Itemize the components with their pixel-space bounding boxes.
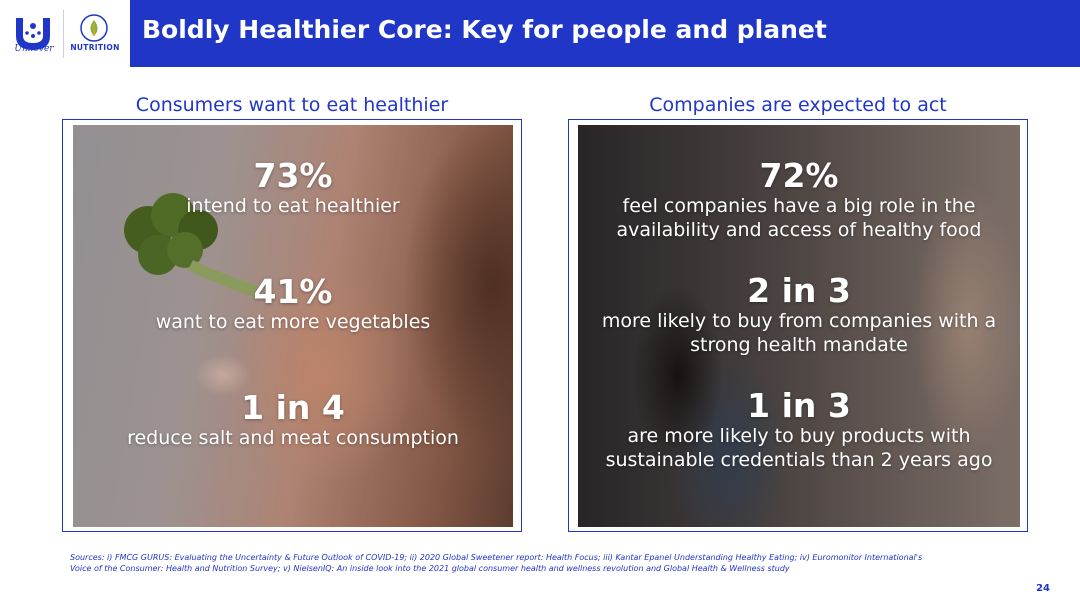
right-stat-1: 72% feel companies have a big role in th…	[578, 157, 1020, 243]
stat-description-line-2: strong health mandate	[690, 333, 908, 356]
logo-divider	[63, 10, 64, 58]
logo-area: Unilever NUTRITION	[0, 0, 130, 67]
right-stat-3: 1 in 3 are more likely to buy products w…	[578, 387, 1020, 473]
right-panel-heading: Companies are expected to act	[649, 94, 947, 116]
header-bar: Boldly Healthier Core: Key for people an…	[130, 0, 1080, 67]
stat-value: 41%	[253, 272, 333, 311]
sources-line-1: Sources: i) FMCG GURUS: Evaluating the U…	[70, 553, 923, 562]
left-panel-photo: 73% intend to eat healthier 41% want to …	[73, 125, 513, 527]
broccoli-icon	[124, 193, 258, 297]
unilever-u-logo-icon	[16, 18, 50, 50]
stat-value: 1 in 4	[241, 388, 345, 427]
left-stat-3: 1 in 4 reduce salt and meat consumption	[73, 389, 513, 451]
right-stat-2: 2 in 3 more likely to buy from companies…	[578, 272, 1020, 358]
stat-description-line-2: sustainable credentials than 2 years ago	[605, 448, 993, 471]
photo-overlay	[73, 125, 513, 527]
stat-description: reduce salt and meat consumption	[127, 426, 459, 449]
sub-brand-name: NUTRITION	[70, 43, 120, 52]
stat-value: 72%	[759, 156, 839, 195]
page-number: 24	[1036, 583, 1050, 594]
stat-value: 73%	[253, 156, 333, 195]
sources-footnote: Sources: i) FMCG GURUS: Evaluating the U…	[70, 553, 1030, 575]
brand-name: Unilever	[14, 44, 54, 54]
photo-overlay	[578, 125, 1020, 527]
stat-description-line-2: availability and access of healthy food	[616, 218, 982, 241]
left-panel-heading: Consumers want to eat healthier	[135, 94, 449, 116]
left-stat-1: 73% intend to eat healthier	[73, 157, 513, 219]
stat-value: 2 in 3	[747, 271, 851, 310]
stat-description-line-1: feel companies have a big role in the	[622, 194, 976, 217]
left-stat-2: 41% want to eat more vegetables	[73, 273, 513, 335]
page-title: Boldly Healthier Core: Key for people an…	[142, 15, 827, 44]
right-panel-photo: 72% feel companies have a big role in th…	[578, 125, 1020, 527]
left-panel-frame	[62, 119, 522, 532]
stat-description-line-1: more likely to buy from companies with a	[601, 309, 997, 332]
stat-description: intend to eat healthier	[186, 194, 400, 217]
stat-description-line-1: are more likely to buy products with	[627, 424, 971, 447]
right-panel-frame	[568, 119, 1028, 532]
stat-description: want to eat more vegetables	[155, 310, 431, 333]
sources-line-2: Voice of the Consumer: Health and Nutrit…	[70, 563, 790, 573]
stat-value: 1 in 3	[747, 386, 851, 425]
nutrition-leaf-icon	[80, 14, 108, 42]
